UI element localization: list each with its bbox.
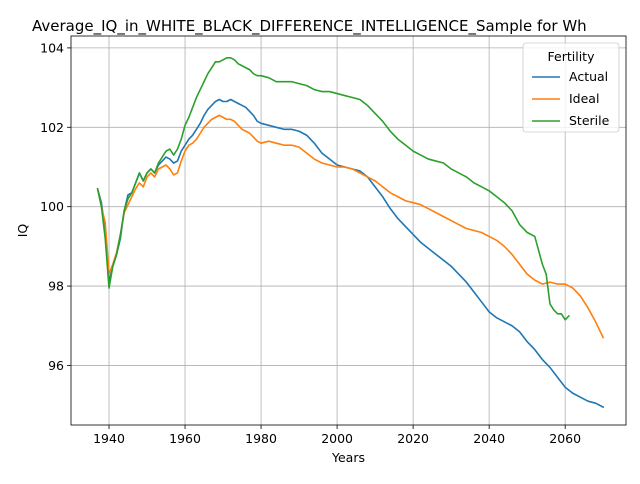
y-tick-label: 98: [48, 279, 64, 294]
series-line-actual: [96, 98, 604, 408]
grid: [71, 36, 626, 425]
x-tick-label: 2060: [549, 431, 581, 446]
x-axis-label: Years: [331, 450, 365, 465]
legend-label-sterile: Sterile: [569, 113, 610, 128]
legend-label-ideal: Ideal: [569, 91, 599, 106]
y-tick-label: 102: [40, 120, 64, 135]
legend-title: Fertility: [548, 49, 596, 64]
y-axis-label: IQ: [15, 224, 30, 238]
x-tick-label: 1960: [169, 431, 201, 446]
series-line-ideal: [96, 114, 604, 339]
x-tick-label: 1980: [245, 431, 277, 446]
legend-items: Actual Ideal Sterile: [532, 69, 610, 128]
y-tick-label: 100: [40, 199, 64, 214]
legend: Fertility Actual Ideal Sterile: [522, 42, 620, 133]
series-lines: [96, 57, 604, 408]
y-tick-label: 104: [40, 40, 64, 55]
legend-label-actual: Actual: [569, 69, 608, 84]
series-line-sterile: [96, 57, 570, 321]
y-tick-label: 96: [48, 358, 64, 373]
x-tick-label: 2040: [473, 431, 505, 446]
x-tick-label: 2000: [321, 431, 353, 446]
axis-ticks: 1940 1960 1980 2000 2020 2040 2060 96 98 100 102 10…: [40, 40, 581, 446]
legend-box: [522, 42, 620, 133]
x-tick-label: 1940: [93, 431, 125, 446]
plot-frame: [70, 35, 627, 426]
x-tick-label: 2020: [397, 431, 429, 446]
chart-title: Average_IQ_in_WHITE_BLACK_DIFFERENCE_INT…: [32, 17, 587, 36]
